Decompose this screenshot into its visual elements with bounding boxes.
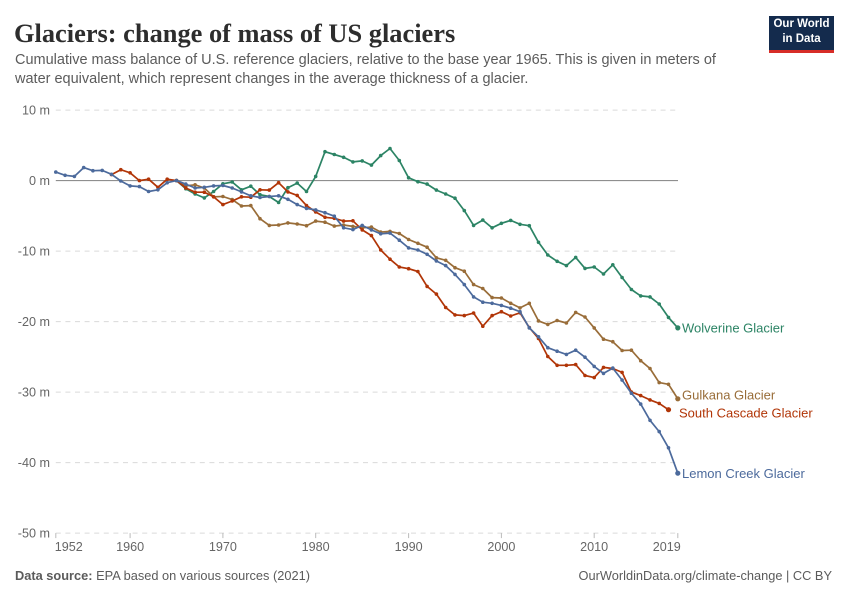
svg-text:Wolverine Glacier: Wolverine Glacier <box>682 321 785 336</box>
svg-text:Gulkana Glacier: Gulkana Glacier <box>682 388 776 403</box>
svg-text:Lemon Creek Glacier: Lemon Creek Glacier <box>682 466 805 481</box>
svg-text:1970: 1970 <box>209 540 237 554</box>
svg-text:-30 m: -30 m <box>18 385 50 399</box>
svg-text:South Cascade Glacier: South Cascade Glacier <box>679 406 813 421</box>
svg-text:1960: 1960 <box>116 540 144 554</box>
svg-text:-50 m: -50 m <box>18 526 50 540</box>
svg-text:2010: 2010 <box>580 540 608 554</box>
svg-text:1980: 1980 <box>302 540 330 554</box>
svg-text:2000: 2000 <box>487 540 515 554</box>
svg-text:-10 m: -10 m <box>18 244 50 258</box>
svg-text:10 m: 10 m <box>22 103 50 117</box>
svg-text:-20 m: -20 m <box>18 315 50 329</box>
svg-text:-40 m: -40 m <box>18 456 50 470</box>
svg-text:2019: 2019 <box>653 540 681 554</box>
svg-text:1952: 1952 <box>55 540 83 554</box>
svg-text:0 m: 0 m <box>29 174 50 188</box>
svg-text:1990: 1990 <box>395 540 423 554</box>
